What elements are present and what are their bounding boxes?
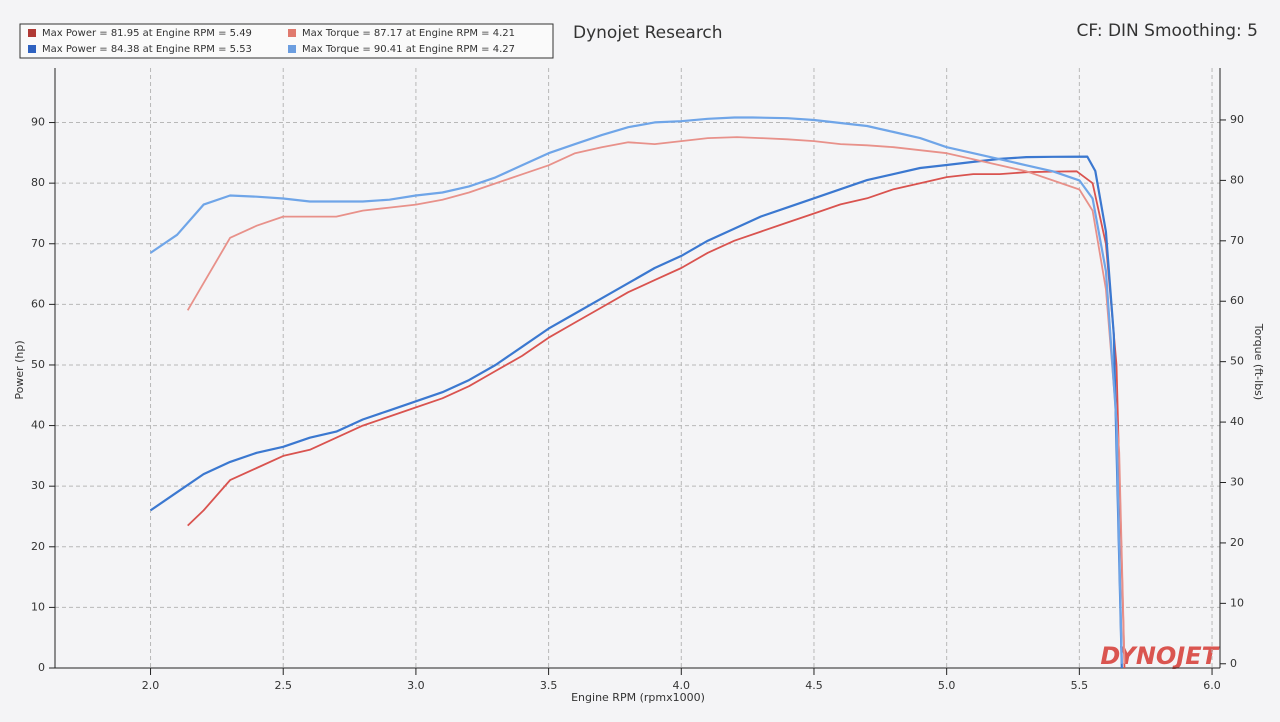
chart-title: Dynojet Research	[573, 23, 723, 43]
legend-label: Max Torque = 90.41 at Engine RPM = 4.27	[302, 44, 515, 55]
legend-box	[19, 23, 554, 59]
x-tick-label: 2.5	[274, 679, 292, 692]
x-tick-label: 3.5	[540, 679, 558, 692]
x-tick-label: 3.0	[407, 679, 425, 692]
y-tick-label: 90	[31, 116, 45, 129]
y2-tick-label: 80	[1230, 173, 1244, 186]
y-tick-label: 10	[31, 600, 45, 613]
y2-tick-label: 60	[1230, 294, 1244, 307]
y-tick-label: 80	[31, 176, 45, 189]
logo: DYNOJET	[1100, 642, 1219, 670]
y2-tick-label: 10	[1230, 596, 1244, 609]
y2-tick-label: 90	[1230, 113, 1244, 126]
series-line	[186, 136, 1126, 664]
y2-tick-label: 20	[1230, 536, 1244, 549]
y-tick-label: 30	[31, 479, 45, 492]
series-line	[149, 116, 1123, 664]
x-tick-label: 4.5	[805, 679, 823, 692]
legend-swatch	[288, 29, 296, 37]
x-tick-label: 5.5	[1071, 679, 1089, 692]
y2-tick-label: 40	[1230, 415, 1244, 428]
x-tick-label: 2.0	[142, 679, 160, 692]
y-axis-label: Power (hp)	[13, 340, 26, 399]
y-tick-label: 20	[31, 540, 45, 553]
x-tick-label: 6.0	[1203, 679, 1221, 692]
series-line	[187, 170, 1126, 669]
y-tick-label: 50	[31, 358, 45, 371]
y-tick-label: 40	[31, 419, 45, 432]
legend-label: Max Power = 84.38 at Engine RPM = 5.53	[42, 44, 252, 55]
y-tick-label: 0	[38, 661, 45, 674]
chart-subtitle: CF: DIN Smoothing: 5	[1076, 21, 1258, 41]
legend-swatch	[28, 29, 36, 37]
y-tick-label: 70	[31, 237, 45, 250]
legend-label: Max Torque = 87.17 at Engine RPM = 4.21	[302, 28, 515, 39]
y2-tick-label: 30	[1230, 476, 1244, 489]
y2-tick-label: 0	[1230, 657, 1237, 670]
y2-tick-label: 70	[1230, 234, 1244, 247]
legend-swatch	[28, 45, 36, 53]
x-tick-label: 4.0	[673, 679, 691, 692]
series-line	[149, 155, 1123, 669]
legend-swatch	[288, 45, 296, 53]
legend-label: Max Power = 81.95 at Engine RPM = 5.49	[42, 28, 252, 39]
y2-tick-label: 50	[1230, 355, 1244, 368]
x-axis-label: Engine RPM (rpmx1000)	[571, 691, 705, 704]
x-tick-label: 5.0	[938, 679, 956, 692]
y2-axis-label: Torque (ft-lbs)	[1252, 323, 1265, 400]
y-tick-label: 60	[31, 297, 45, 310]
